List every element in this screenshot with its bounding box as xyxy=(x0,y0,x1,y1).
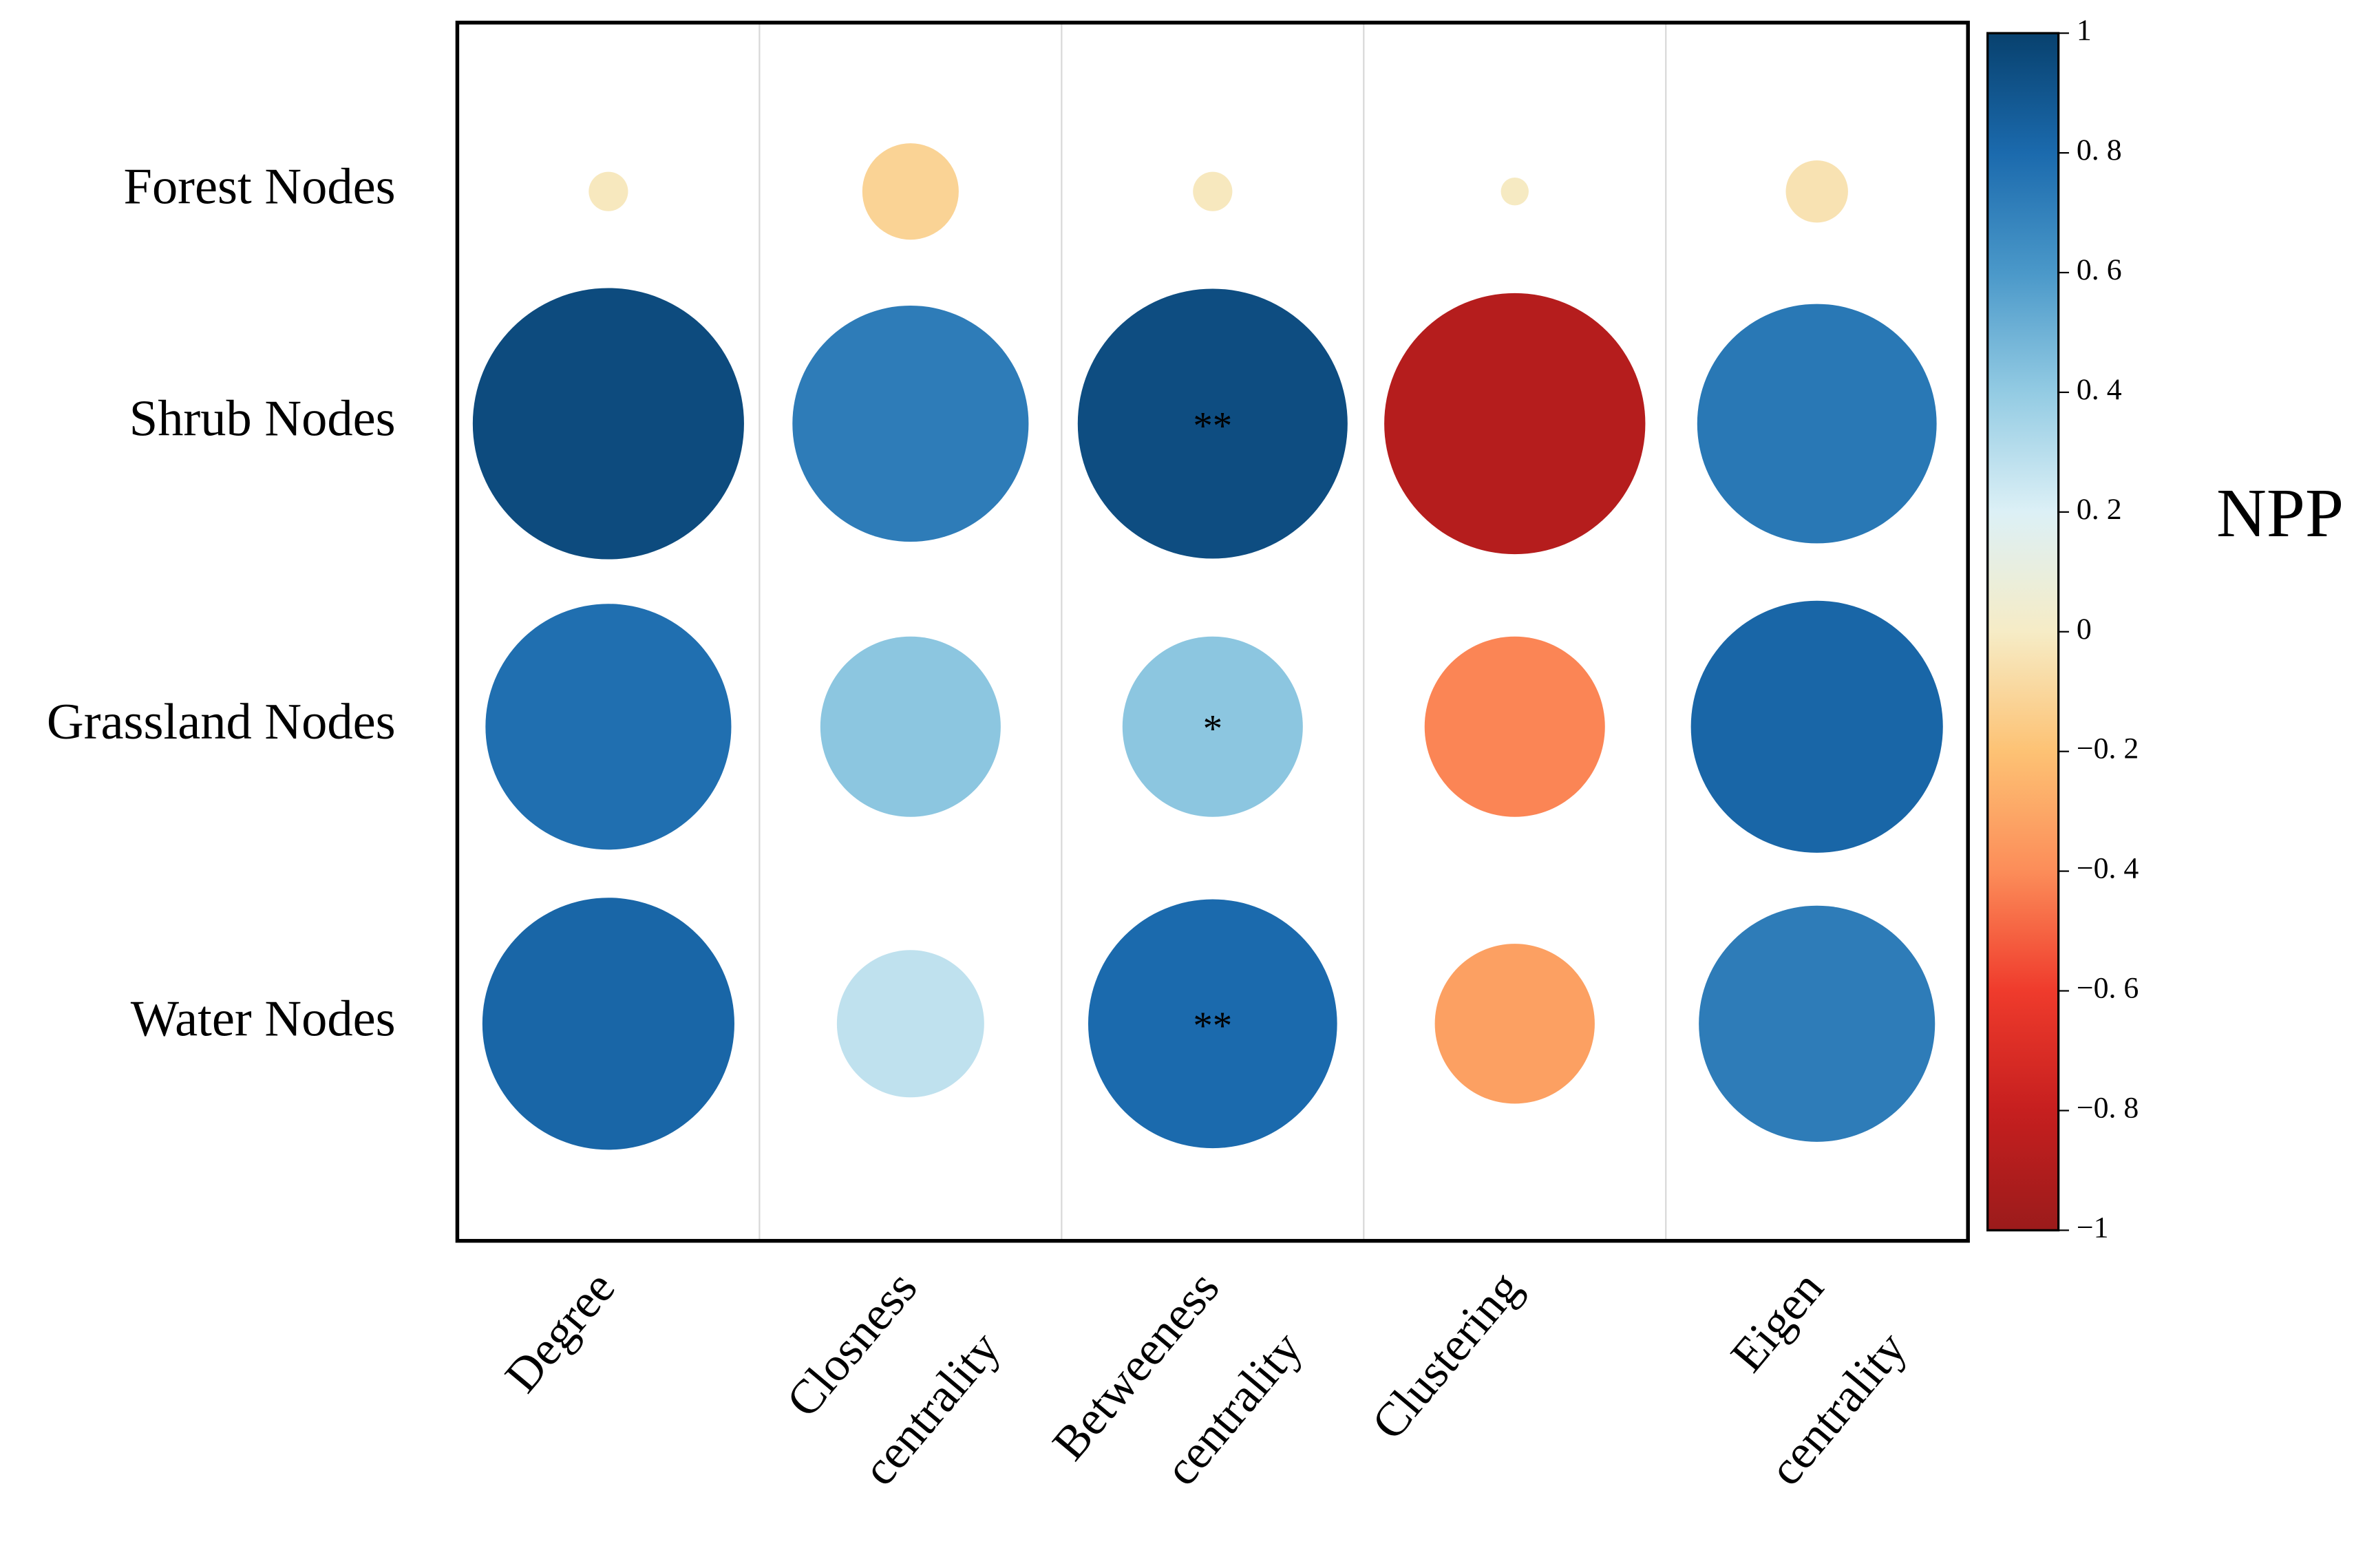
colorbar-tick-label: 0. 8 xyxy=(2077,134,2122,167)
bubble xyxy=(836,950,984,1098)
colorbar-tick-label: 0. 6 xyxy=(2077,253,2122,286)
colorbar-tick-label: −1 xyxy=(2077,1211,2109,1244)
colorbar-tick-label: −0. 2 xyxy=(2077,732,2139,765)
x-tick-label: Degree xyxy=(495,1262,625,1402)
colorbar xyxy=(1986,32,2060,1231)
bubble xyxy=(1500,177,1529,206)
bubble xyxy=(1384,293,1646,555)
colorbar-tick-label: 0 xyxy=(2077,613,2092,646)
bubble xyxy=(485,604,732,850)
bubble xyxy=(862,143,959,240)
colorbar-label: NPP xyxy=(2216,474,2344,551)
colorbar-tick-label: 1 xyxy=(2077,14,2092,47)
x-tick-label: Clustering xyxy=(1362,1262,1532,1450)
significance-label: * xyxy=(1203,708,1222,751)
y-tick-label: Water Nodes xyxy=(131,990,396,1047)
bubble xyxy=(1785,160,1848,223)
significance-label: ** xyxy=(1193,1004,1232,1048)
bubble xyxy=(1697,304,1937,544)
y-tick-label: Shrub Nodes xyxy=(129,391,396,447)
bubble xyxy=(1077,288,1348,559)
bubble xyxy=(482,898,734,1150)
bubble xyxy=(1088,899,1337,1149)
colorbar-tick-label: −0. 6 xyxy=(2077,972,2139,1005)
colorbar-tick-label: 0. 4 xyxy=(2077,373,2122,406)
colorbar-tick-label: −0. 4 xyxy=(2077,852,2139,885)
bubble xyxy=(1690,600,1943,853)
bubble xyxy=(820,636,1001,817)
plot-frame xyxy=(455,21,1970,1243)
y-tick-label: Grassland Nodes xyxy=(47,694,396,750)
significance-label: ** xyxy=(1193,404,1232,447)
bubble xyxy=(472,288,744,560)
bubble xyxy=(588,171,628,211)
colorbar-tick-label: −0. 8 xyxy=(2077,1091,2139,1124)
y-tick-label: Forest Nodes xyxy=(124,158,396,215)
bubble xyxy=(1122,636,1303,817)
bubble xyxy=(1699,905,1936,1142)
x-tick-label: Eigen xyxy=(1721,1262,1834,1382)
bubble xyxy=(1424,636,1605,817)
colorbar-tick-label: 0. 2 xyxy=(2077,493,2122,526)
bubble xyxy=(792,305,1029,542)
bubble xyxy=(1193,171,1233,211)
bubble xyxy=(1434,944,1595,1104)
